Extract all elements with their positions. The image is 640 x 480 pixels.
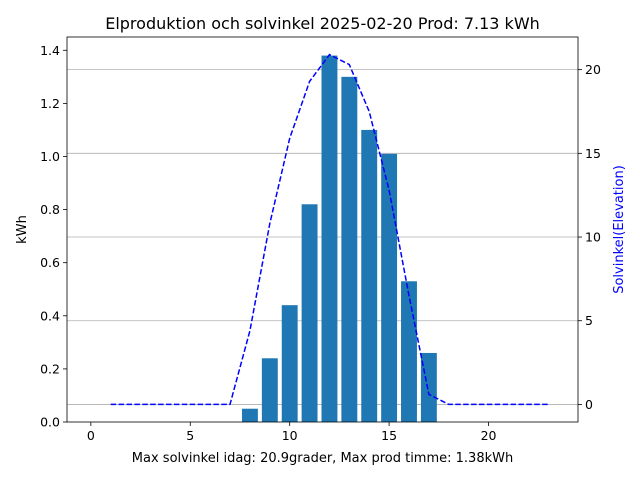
y-axis-label: kWh xyxy=(15,215,30,244)
plot-frame xyxy=(66,36,579,423)
bar xyxy=(420,352,437,422)
y2-tick-label: 15 xyxy=(585,146,601,161)
bar xyxy=(401,281,417,422)
bar xyxy=(261,358,278,422)
y2-tick-label: 0 xyxy=(585,397,593,412)
x-axis-ticks: 0 5 10 15 20 xyxy=(87,422,497,443)
bar xyxy=(281,305,298,422)
x-tick-label: 20 xyxy=(481,428,497,443)
y-tick-label: 0.2 xyxy=(40,361,60,376)
x-tick-label: 10 xyxy=(282,428,298,443)
chart-title: Elproduktion och solvinkel 2025-02-20 Pr… xyxy=(105,14,540,33)
y2-tick-label: 20 xyxy=(585,62,601,77)
bar xyxy=(381,153,398,423)
bar xyxy=(301,204,318,422)
x-tick-label: 0 xyxy=(87,428,95,443)
y-tick-label: 0.4 xyxy=(40,308,60,323)
solar-elevation-line xyxy=(110,53,549,406)
x-axis-label: Max solvinkel idag: 20.9grader, Max prod… xyxy=(132,451,513,466)
y2-axis-label: Solvinkel(Elevation) xyxy=(612,165,627,294)
bar-series xyxy=(241,55,437,423)
bar xyxy=(241,408,258,422)
y-axis-ticks: 0.0 0.2 0.4 0.6 0.8 1.0 1.2 1.4 xyxy=(40,43,67,430)
bar xyxy=(361,129,378,422)
y-tick-label: 1.2 xyxy=(40,96,60,111)
bar xyxy=(341,76,358,423)
y2-tick-label: 10 xyxy=(585,230,601,245)
y-tick-label: 1.0 xyxy=(40,149,60,164)
x-tick-label: 15 xyxy=(381,428,397,443)
y-tick-label: 0.0 xyxy=(40,415,60,430)
y-tick-label: 0.8 xyxy=(40,202,60,217)
y-tick-label: 1.4 xyxy=(40,43,60,58)
x-tick-label: 5 xyxy=(186,428,194,443)
y2-axis-ticks: 0 5 10 15 20 xyxy=(578,62,601,412)
y2-tick-label: 5 xyxy=(585,313,593,328)
y-tick-label: 0.6 xyxy=(40,255,60,270)
bar xyxy=(321,55,338,422)
